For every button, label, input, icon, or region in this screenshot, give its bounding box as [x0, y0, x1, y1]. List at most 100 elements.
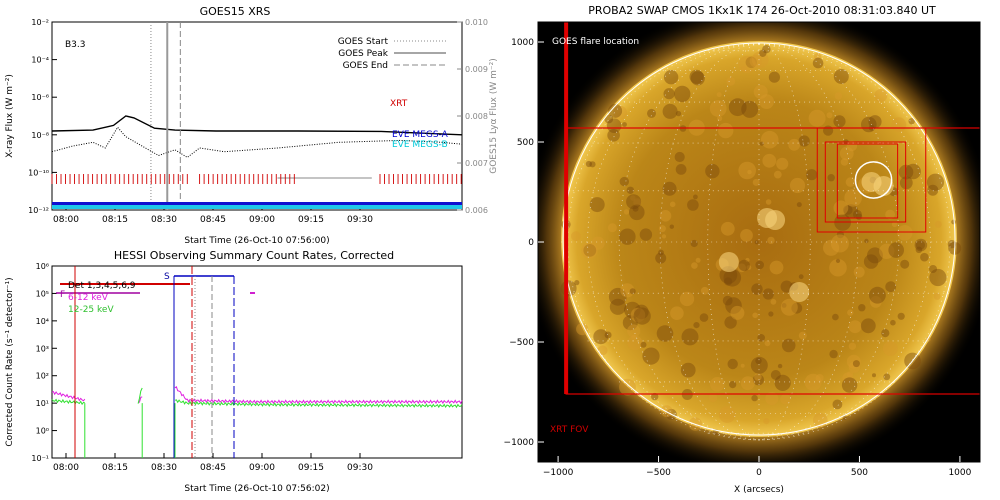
solar-feature	[633, 307, 651, 325]
goes-x-tick-label: 09:00	[249, 215, 275, 225]
solar-feature	[718, 122, 734, 139]
solar-feature	[847, 309, 854, 316]
hessi-y-axis-label: Corrected Count Rate (s⁻¹ detector⁻¹)	[5, 277, 15, 446]
solar-feature	[762, 288, 774, 300]
fov-box	[836, 143, 899, 219]
hessi-x-tick-label: 09:15	[298, 463, 324, 473]
swap-x-tick-label: 0	[756, 468, 762, 478]
longitude-line	[758, 43, 931, 441]
solar-feature	[852, 209, 862, 219]
solar-feature	[661, 234, 667, 239]
solar-feature	[774, 374, 791, 391]
goes-x-axis-label: Start Time (26-Oct-10 07:56:00)	[184, 236, 329, 246]
label-xrt: XRT	[390, 99, 408, 109]
solar-feature	[848, 320, 862, 334]
hessi-x-tick-label: 08:00	[53, 463, 79, 473]
hessi-x-axis-label: Start Time (26-Oct-10 07:56:02)	[184, 484, 329, 494]
goes-x-tick-label: 08:00	[53, 215, 79, 225]
solar-feature	[789, 177, 806, 194]
solar-feature	[622, 315, 638, 331]
goes-y2-tick-label: 0.006	[465, 206, 488, 215]
solar-feature	[798, 135, 810, 147]
solar-feature	[897, 225, 913, 241]
swap-x-tick-label: −500	[646, 468, 671, 478]
solar-feature	[798, 331, 807, 340]
solar-feature	[690, 239, 698, 248]
goes-short-channel-line	[51, 126, 463, 159]
solar-feature	[908, 118, 915, 125]
hessi-x-tick-label: 08:30	[151, 463, 177, 473]
solar-feature	[723, 269, 742, 287]
hessi-series-0	[51, 390, 86, 402]
solar-feature	[619, 176, 629, 187]
swap-y-tick-label: 1000	[511, 38, 534, 48]
swap-y-tick-label: −1000	[504, 438, 535, 448]
solar-feature	[796, 202, 802, 208]
solar-feature	[834, 92, 843, 100]
solar-feature	[674, 151, 685, 163]
solar-feature	[630, 195, 636, 201]
solar-feature	[900, 259, 910, 269]
solar-feature	[630, 307, 646, 323]
solar-feature	[891, 221, 898, 228]
solar-feature	[640, 341, 647, 348]
active-region	[789, 282, 810, 302]
solar-feature	[639, 228, 653, 241]
solar-feature	[576, 323, 589, 336]
hessi-y-axis: 10⁶ 10⁵ 10⁴ 10³ 10² 10¹ 10⁰ 10⁻¹	[31, 262, 57, 463]
solar-feature	[804, 373, 822, 391]
solar-feature	[844, 204, 859, 219]
solar-feature	[823, 125, 834, 136]
eve-megs-a-bar	[52, 202, 462, 205]
solar-feature	[839, 146, 854, 161]
swap-x-tick-label: −1000	[543, 468, 574, 478]
solar-feature	[619, 378, 636, 396]
solar-feature	[604, 331, 612, 339]
solar-feature	[752, 312, 758, 319]
solar-feature	[846, 354, 861, 369]
solar-feature	[842, 415, 847, 420]
solar-feature	[750, 356, 768, 374]
solar-feature	[869, 296, 882, 308]
limb-outline	[562, 42, 956, 436]
hessi-y-tick-label: 10⁶	[36, 262, 49, 271]
solar-feature	[951, 219, 956, 225]
solar-feature	[798, 274, 804, 280]
solar-feature	[867, 247, 883, 264]
solar-feature	[879, 243, 895, 259]
solar-feature	[929, 268, 947, 287]
solar-feature	[881, 329, 890, 338]
solar-feature	[914, 238, 928, 252]
solar-feature	[647, 108, 656, 118]
solar-feature	[833, 69, 849, 84]
solar-feature	[680, 362, 696, 378]
solar-feature	[765, 199, 772, 205]
solar-feature	[608, 103, 623, 118]
hessi-x-tick-label: 09:30	[347, 463, 373, 473]
hessi-series-1	[137, 387, 143, 404]
solar-feature	[826, 112, 833, 119]
solar-feature	[724, 277, 733, 286]
goes-y-axis-label: X-ray Flux (W m⁻²)	[5, 74, 15, 158]
solar-feature	[882, 341, 898, 356]
hessi-series-1	[174, 399, 463, 409]
swap-x-tick-label: 500	[851, 468, 868, 478]
solar-feature	[695, 257, 701, 263]
solar-feature	[746, 265, 752, 270]
goes-y-tick-label: 10⁻¹²	[28, 206, 49, 215]
swap-title: PROBA2 SWAP CMOS 1Kx1K 174 26-Oct-2010 0…	[588, 4, 936, 17]
fov-boxes	[564, 22, 980, 395]
solar-feature	[874, 89, 888, 102]
longitude-line	[587, 43, 760, 441]
solar-feature	[716, 92, 722, 98]
goes-y2-tick-label: 0.009	[465, 65, 488, 74]
goes-long-channel-line	[51, 115, 463, 136]
goes-x-tick-label: 09:30	[347, 215, 373, 225]
solar-feature	[762, 45, 771, 54]
solar-feature	[869, 286, 886, 304]
hessi-y-tick-label: 10⁰	[36, 427, 49, 436]
hessi-flag-s: S	[164, 272, 170, 282]
solar-feature	[753, 84, 768, 99]
hessi-x-tick-label: 09:00	[249, 463, 275, 473]
solar-feature	[620, 283, 635, 298]
